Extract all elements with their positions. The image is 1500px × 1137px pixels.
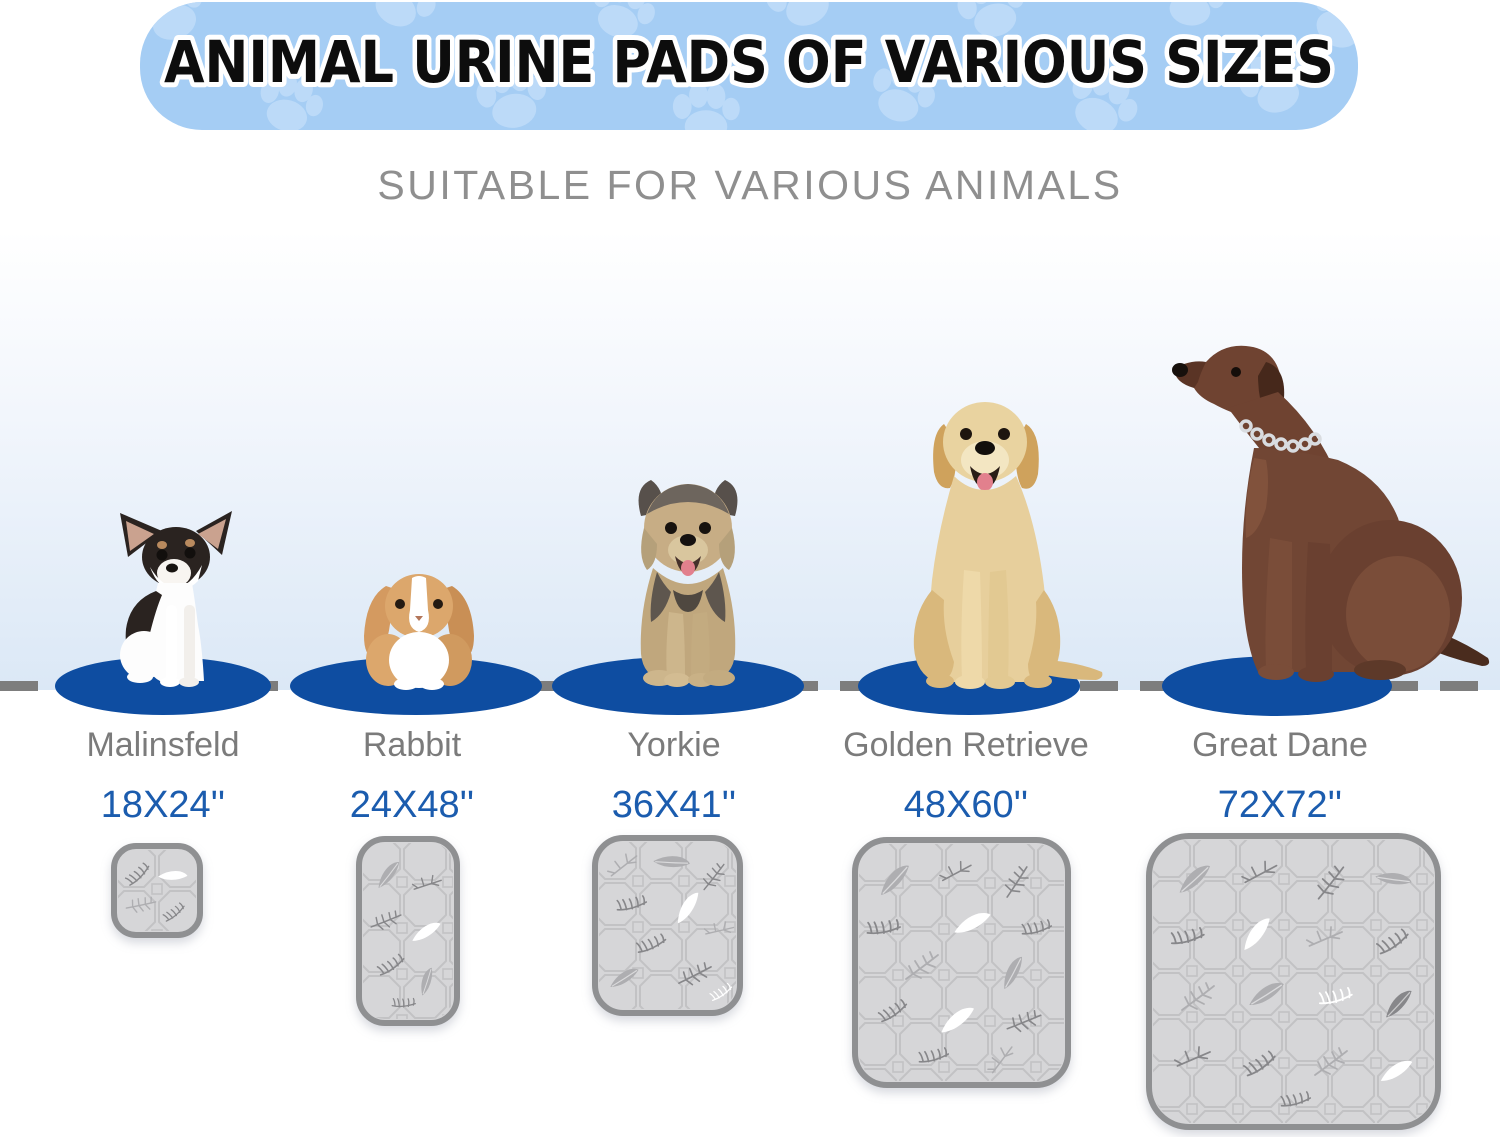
pee-pad-36x41: [592, 835, 743, 1016]
great-dane-illustration: [1172, 345, 1490, 682]
animal-name-label: Yorkie: [627, 726, 721, 764]
banner-art: ANIMAL URINE PADS OF VARIOUS SIZES: [140, 2, 1358, 130]
pee-pad-18x24: [111, 843, 203, 938]
pee-pad-72x72: [1146, 833, 1441, 1130]
yorkie-illustration: [638, 480, 738, 687]
page-title: ANIMAL URINE PADS OF VARIOUS SIZES: [164, 28, 1334, 96]
animal-name-label: Great Dane: [1192, 726, 1368, 764]
paw-icon: [1155, 2, 1230, 31]
animal-name-label: Golden Retrieve: [843, 726, 1089, 764]
pee-pad-24x48: [356, 836, 460, 1026]
animal-name-label: Rabbit: [362, 726, 462, 764]
pad-size-label: 36X41'': [611, 784, 737, 826]
title-banner: ANIMAL URINE PADS OF VARIOUS SIZES: [140, 2, 1358, 130]
pad-size-label: 24X48'': [349, 784, 475, 826]
pad-size-label: 18X24'': [100, 784, 226, 826]
chain-collar: [1239, 419, 1322, 453]
chihuahua-illustration: [120, 511, 232, 687]
pad-size-label: 72X72'': [1217, 784, 1343, 826]
golden-retriever-illustration: [913, 402, 1103, 689]
rabbit-illustration: [364, 574, 474, 690]
pad-size-label: 48X60'': [903, 784, 1029, 826]
page-subtitle: SUITABLE FOR VARIOUS ANIMALS: [377, 162, 1123, 208]
pee-pad-48x60: [852, 837, 1071, 1088]
animal-name-label: Malinsfeld: [86, 726, 240, 764]
